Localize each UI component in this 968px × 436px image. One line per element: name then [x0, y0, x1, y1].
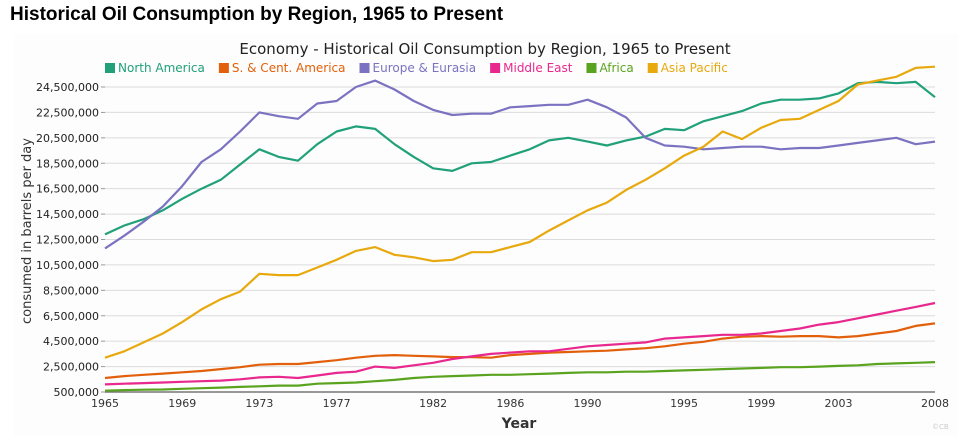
legend-item-africa[interactable]: Africa	[586, 61, 634, 75]
chart-title: Economy - Historical Oil Consumption by …	[239, 40, 730, 58]
credit-mark: ©CB	[932, 423, 949, 431]
x-tick-label: 1969	[168, 397, 196, 410]
y-tick-label: 2,500,000	[43, 361, 99, 374]
legend-swatch	[586, 63, 597, 73]
y-tick-label: 4,500,000	[43, 335, 99, 348]
legend-swatch	[105, 63, 115, 73]
x-axis-title: Year	[501, 416, 537, 432]
y-tick-label: 6,500,000	[43, 310, 99, 323]
y-tick-label: 10,500,000	[36, 259, 99, 272]
x-tick-label: 1995	[670, 397, 698, 410]
legend: North America S. & Cent. America Europe & …	[105, 61, 728, 75]
legend-item-middle-east[interactable]: Middle East	[490, 61, 573, 75]
x-tick-label: 1977	[323, 397, 351, 410]
series-line-middle-east[interactable]	[104, 301, 936, 386]
series-line-north-america[interactable]	[104, 80, 936, 236]
page-title: Historical Oil Consumption by Region, 19…	[10, 4, 504, 25]
series-line-europe-eurasia[interactable]	[104, 79, 936, 250]
legend-label: North America	[118, 61, 205, 75]
y-tick-label: 16,500,000	[36, 183, 99, 196]
series-line-asia-pacific[interactable]	[104, 65, 936, 359]
y-tick-label: 14,500,000	[36, 208, 99, 221]
legend-label: Europe & Eurasia	[373, 61, 477, 75]
legend-swatch	[359, 63, 370, 73]
x-tick-label: 1999	[747, 397, 775, 410]
legend-label: Asia Pacific	[661, 61, 728, 75]
legend-swatch	[647, 63, 658, 73]
legend-item-s-cent-america[interactable]: S. & Cent. America	[218, 61, 346, 75]
legend-label: Middle East	[503, 61, 573, 75]
y-axis-title: consumed in barrels per day	[20, 138, 35, 324]
series-line-s-cent-america[interactable]	[104, 322, 936, 380]
legend-label: Africa	[599, 61, 633, 75]
x-tick-label: 1986	[496, 397, 524, 410]
x-tick-label: 1982	[419, 397, 447, 410]
y-tick-label: 20,500,000	[36, 132, 99, 145]
y-tick-label: 500,000	[54, 386, 100, 399]
x-tick-label: 2003	[824, 397, 852, 410]
y-tick-label: 22,500,000	[36, 106, 99, 119]
chart-panel: Economy - Historical Oil Consumption by …	[14, 34, 958, 436]
y-axis: 500,000 2,500,000 4,500,000 6,500,000 8,500,…	[36, 81, 105, 399]
x-tick-label: 2008	[921, 397, 949, 410]
x-tick-label: 1973	[245, 397, 273, 410]
y-tick-label: 18,500,000	[36, 157, 99, 170]
legend-item-north-america[interactable]: North America	[105, 61, 205, 75]
series-line-africa[interactable]	[104, 361, 936, 392]
x-tick-label: 1965	[91, 397, 119, 410]
legend-item-europe-eurasia[interactable]: Europe & Eurasia	[359, 61, 477, 75]
y-tick-label: 24,500,000	[36, 81, 99, 94]
y-tick-label: 12,500,000	[36, 234, 99, 247]
legend-item-asia-pacific[interactable]: Asia Pacific	[647, 61, 728, 75]
grid	[105, 86, 935, 368]
series-lines	[104, 65, 936, 392]
x-axis: 1965 1969 1973 1977 1982 1986 1990 1995 1999 2003…	[91, 391, 949, 410]
oil-consumption-chart: Economy - Historical Oil Consumption by …	[20, 40, 949, 432]
x-tick-label: 1990	[574, 397, 602, 410]
legend-swatch	[490, 63, 501, 73]
legend-swatch	[218, 63, 229, 73]
legend-label: S. & Cent. America	[232, 61, 346, 75]
y-tick-label: 8,500,000	[43, 284, 99, 297]
